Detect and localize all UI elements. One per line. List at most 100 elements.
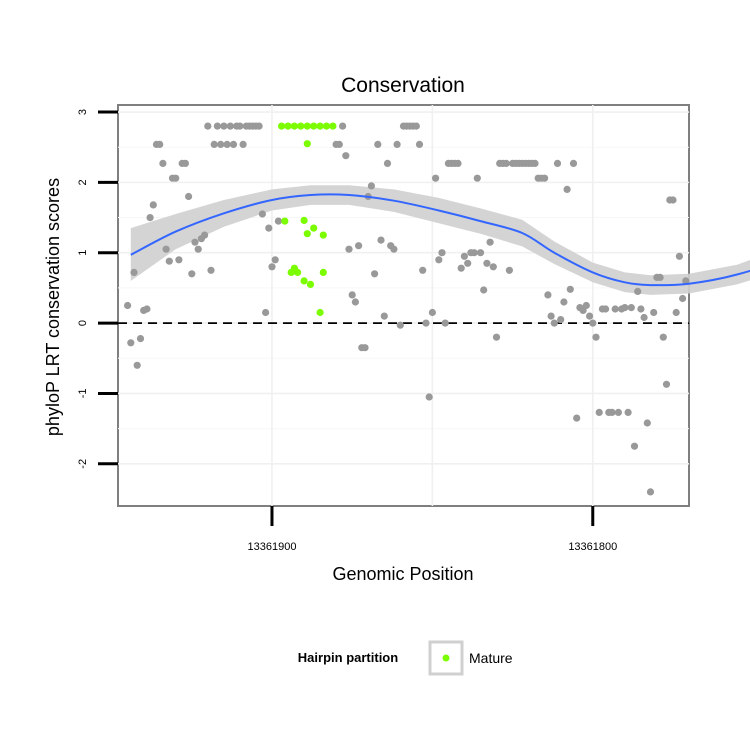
data-point [611, 305, 619, 313]
data-point [656, 273, 664, 281]
mature-data-point [316, 122, 324, 130]
data-point [262, 308, 270, 317]
data-point [544, 291, 552, 299]
data-point [355, 242, 363, 250]
data-point [335, 140, 343, 148]
smooth-curve [130, 193, 750, 287]
mature-data-point [287, 268, 295, 276]
data-point [675, 252, 684, 260]
data-point [441, 319, 449, 327]
data-point [563, 185, 571, 193]
data-point [643, 419, 651, 427]
data-point [380, 312, 388, 320]
legend-label-mature: Mature [469, 650, 513, 666]
mature-data-point [322, 122, 331, 130]
data-point [541, 174, 549, 182]
data-point [415, 140, 424, 148]
data-point [464, 259, 472, 267]
data-point [204, 122, 212, 130]
data-point [239, 140, 247, 148]
data-point [531, 159, 539, 167]
data-point [569, 159, 578, 167]
mature-data-point [300, 216, 308, 224]
data-point [659, 333, 667, 341]
data-point [127, 339, 135, 347]
data-point [470, 249, 478, 257]
y-tick-label: 2 [77, 179, 89, 185]
legend: Hairpin partition Mature [298, 640, 513, 676]
mature-data-point [329, 122, 337, 130]
data-point [679, 294, 687, 303]
data-point [560, 298, 568, 306]
data-point [425, 393, 433, 401]
data-point [589, 319, 597, 327]
y-tick-label: -1 [77, 389, 89, 399]
mature-data-point [303, 122, 311, 130]
data-point [438, 249, 446, 257]
mature-data-point [297, 122, 305, 130]
mature-data-point [319, 231, 327, 239]
data-point [457, 264, 465, 272]
data-point [492, 333, 501, 341]
chart-title: Conservation [341, 74, 465, 97]
data-point [374, 140, 382, 148]
data-point [136, 335, 145, 343]
data-point [268, 263, 276, 271]
data-point [345, 245, 353, 253]
data-point [614, 408, 623, 416]
data-point [480, 286, 488, 294]
smooth-line [130, 193, 750, 287]
data-point [194, 245, 202, 253]
x-tick-label: 13361900 [248, 541, 297, 553]
mature-data-point [306, 280, 315, 288]
data-point [185, 192, 193, 201]
data-point [236, 122, 244, 130]
data-point [595, 408, 603, 416]
data-point [412, 122, 420, 130]
data-point [351, 298, 359, 306]
data-point [226, 122, 234, 130]
data-point [592, 333, 600, 341]
plot-area [117, 104, 750, 507]
data-point [265, 224, 273, 232]
data-point [669, 196, 677, 204]
mature-data-point [281, 217, 289, 225]
y-tick-label: -2 [77, 459, 89, 469]
data-point [672, 308, 680, 317]
data-point [371, 270, 379, 278]
data-point [573, 414, 581, 422]
mature-data-point [294, 268, 302, 276]
data-point [172, 174, 180, 182]
mature-data-point [310, 224, 318, 232]
data-point [489, 263, 497, 271]
data-point [146, 214, 154, 222]
data-point [342, 152, 350, 160]
data-point [634, 287, 642, 295]
mature-data-point [310, 122, 318, 130]
mature-data-point [303, 230, 311, 238]
data-point [390, 245, 398, 253]
y-tick-label: 3 [77, 109, 89, 115]
data-point [377, 236, 385, 244]
data-point [582, 301, 590, 310]
data-point [396, 321, 404, 329]
data-point [271, 256, 279, 264]
data-point [191, 238, 199, 246]
data-point [229, 140, 238, 148]
legend-title: Hairpin partition [298, 650, 398, 665]
data-point [175, 256, 183, 264]
data-point [486, 238, 494, 246]
data-point [159, 159, 167, 167]
plot-panel [117, 104, 690, 507]
data-point [213, 122, 221, 130]
data-point [348, 291, 356, 299]
y-axis-title: phyloP LRT conservation scores [43, 178, 63, 436]
mature-data-point [316, 308, 324, 317]
data-point [557, 316, 565, 324]
x-axis: 13361900 13361800 [248, 506, 617, 553]
confidence-band [130, 185, 750, 295]
data-point [258, 210, 266, 218]
data-point [220, 122, 228, 130]
data-point [454, 159, 462, 167]
data-point [502, 159, 510, 167]
